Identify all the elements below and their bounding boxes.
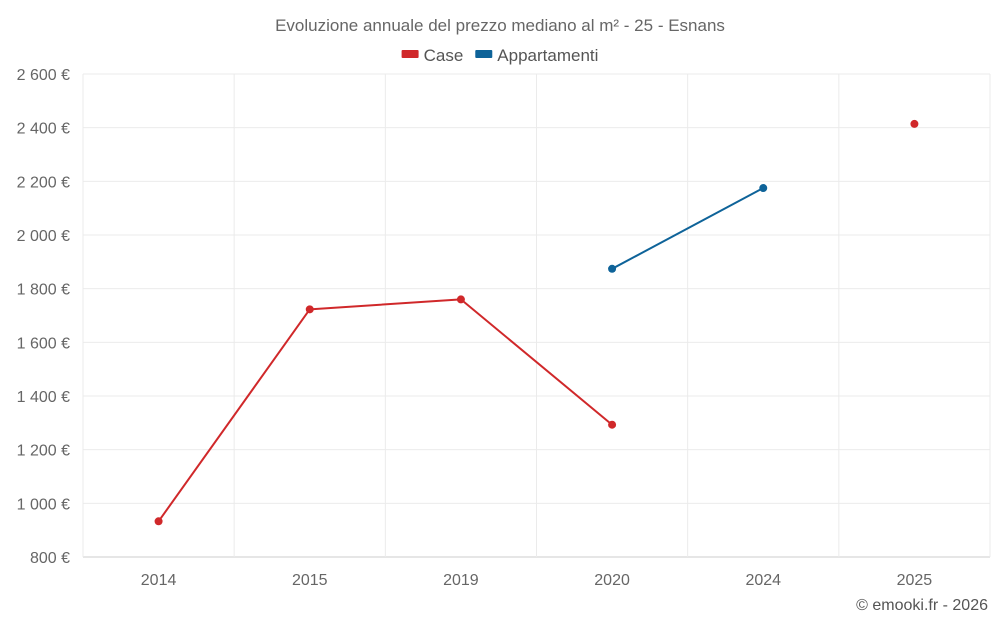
legend-item: Case [401,46,464,65]
data-point-case [456,295,465,304]
data-point-appartamenti [608,264,617,273]
data-point-case [154,517,163,526]
legend-swatch [401,50,419,58]
plot-area [154,119,919,526]
y-tick-label: 2 000 € [17,228,70,245]
data-point-case [305,305,314,314]
y-tick-label: 2 400 € [17,121,70,138]
x-tick-label: 2019 [443,572,479,589]
data-point-case [910,119,919,128]
series-line-appartamenti [611,187,765,270]
y-tick-label: 1 600 € [17,335,70,352]
y-tick-label: 1 800 € [17,282,70,299]
y-tick-label: 2 600 € [17,67,70,84]
x-tick-label: 2020 [594,572,630,589]
data-point-appartamenti [759,184,768,193]
x-tick-label: 2025 [897,572,933,589]
y-axis: 800 € 1 000 € 1 200 € 1 400 € 1 600 € 1 800 €… [17,67,70,567]
legend-item: Appartamenti [475,46,598,65]
x-axis: 2014 2015 2019 2020 2024 2025 [141,572,933,589]
y-tick-label: 2 200 € [17,174,70,191]
y-tick-label: 1 400 € [17,389,70,406]
y-tick-label: 1 000 € [17,496,70,513]
legend-label: Case [424,46,464,65]
x-tick-label: 2015 [292,572,328,589]
series-line-case [157,298,614,523]
legend-label: Appartamenti [497,46,598,65]
legend: Case Appartamenti [401,46,598,65]
y-tick-label: 1 200 € [17,443,70,460]
x-tick-label: 2024 [745,572,781,589]
x-tick-label: 2014 [141,572,177,589]
credit: © emooki.fr - 2026 [856,597,988,614]
legend-swatch [475,50,493,58]
y-tick-label: 800 € [30,550,70,567]
grid [82,73,991,558]
chart-title: Evoluzione annuale del prezzo mediano al… [275,16,725,35]
data-point-case [608,420,617,429]
